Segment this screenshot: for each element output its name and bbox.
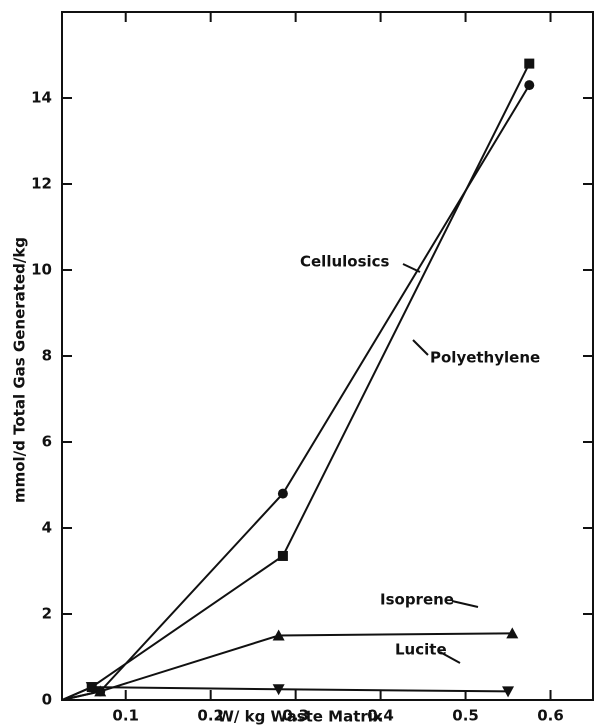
series-line [61, 84, 531, 701]
point [272, 684, 285, 696]
series-annotation: Cellulosics [300, 253, 390, 271]
point [94, 685, 107, 697]
y-tick-label: 0 [42, 691, 52, 709]
y-tick-label: 6 [42, 433, 52, 451]
x-tick-label: 0.3 [282, 707, 309, 725]
y-tick-label: 8 [42, 347, 52, 365]
y-tick-label: 2 [42, 605, 52, 623]
x-tick-label: 0.6 [537, 707, 564, 725]
y-tick-label: 12 [31, 175, 52, 193]
x-tick-label: 0.2 [197, 707, 224, 725]
point [85, 682, 98, 694]
y-axis-label: mmol/d Total Gas Generated/kg [11, 237, 29, 503]
point [502, 686, 515, 698]
point [277, 550, 288, 561]
leader-line [451, 600, 479, 608]
y-tick-label: 14 [31, 89, 52, 107]
y-tick-label: 10 [31, 261, 52, 279]
series-annotation: Polyethylene [430, 349, 540, 367]
y-tick-label: 4 [42, 519, 52, 537]
leader-line [439, 651, 461, 664]
point [524, 58, 535, 69]
series-line [61, 632, 513, 701]
x-tick-label: 0.5 [452, 707, 479, 725]
x-axis-label: W/ kg Waste Matrix [217, 708, 383, 726]
point [272, 629, 285, 641]
x-tick-label: 0.1 [112, 707, 139, 725]
point [524, 80, 535, 91]
series-annotation: Isoprene [380, 591, 454, 609]
point [506, 627, 519, 639]
series-annotation: Lucite [395, 641, 447, 659]
series-line [61, 686, 509, 701]
series-line [61, 63, 531, 701]
x-tick-label: 0.4 [367, 707, 394, 725]
leader-line [412, 339, 429, 356]
point [277, 488, 288, 499]
